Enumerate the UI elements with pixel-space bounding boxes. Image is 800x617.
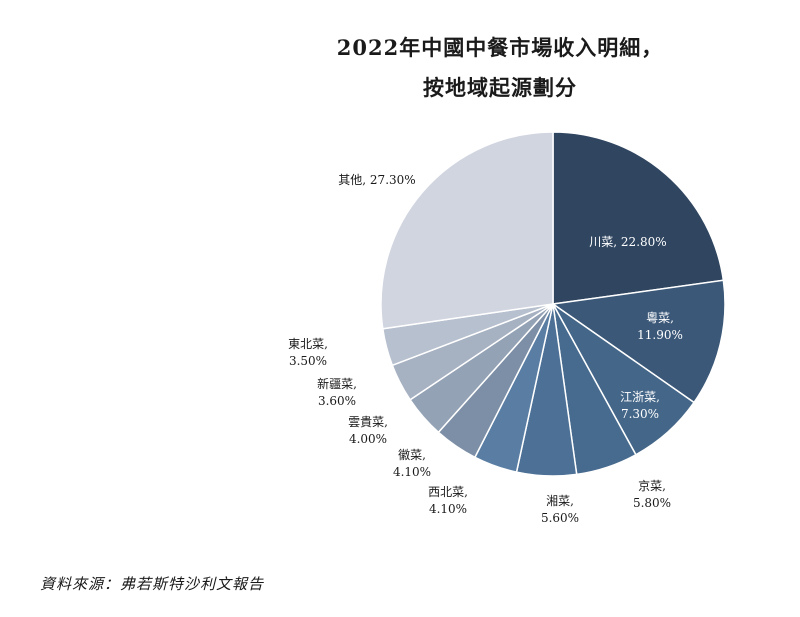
slice-label-7: 徽菜, 4.10%	[393, 447, 431, 479]
slice-label-10: 東北菜, 3.50%	[288, 337, 328, 368]
pie-slice-11	[380, 131, 554, 330]
chart-subtitle: 按地域起源劃分	[423, 75, 577, 100]
slice-label-11: 其他, 27.30%	[338, 173, 415, 187]
slice-label-4: 京菜, 5.80%	[633, 479, 671, 510]
pie-slice-1	[552, 131, 725, 305]
slice-label-9: 新疆菜, 3.60%	[317, 376, 357, 408]
chart-title: 2022年中國中餐市場收入明細，	[336, 35, 664, 60]
pie-slice-2	[551, 279, 726, 404]
slice-label-3: 江浙菜, 7.30%	[620, 390, 660, 421]
slice-label-8: 雲貴菜, 4.00%	[348, 415, 388, 446]
slice-label-6: 西北菜, 4.10%	[428, 485, 468, 516]
slice-label-5: 湘菜, 5.60%	[541, 493, 579, 525]
source-note: 資料來源：弗若斯特沙利文報告	[40, 575, 265, 593]
slice-label-1: 川菜, 22.80%	[589, 235, 666, 249]
slice-label-2: 粵菜, 11.90%	[637, 311, 683, 342]
